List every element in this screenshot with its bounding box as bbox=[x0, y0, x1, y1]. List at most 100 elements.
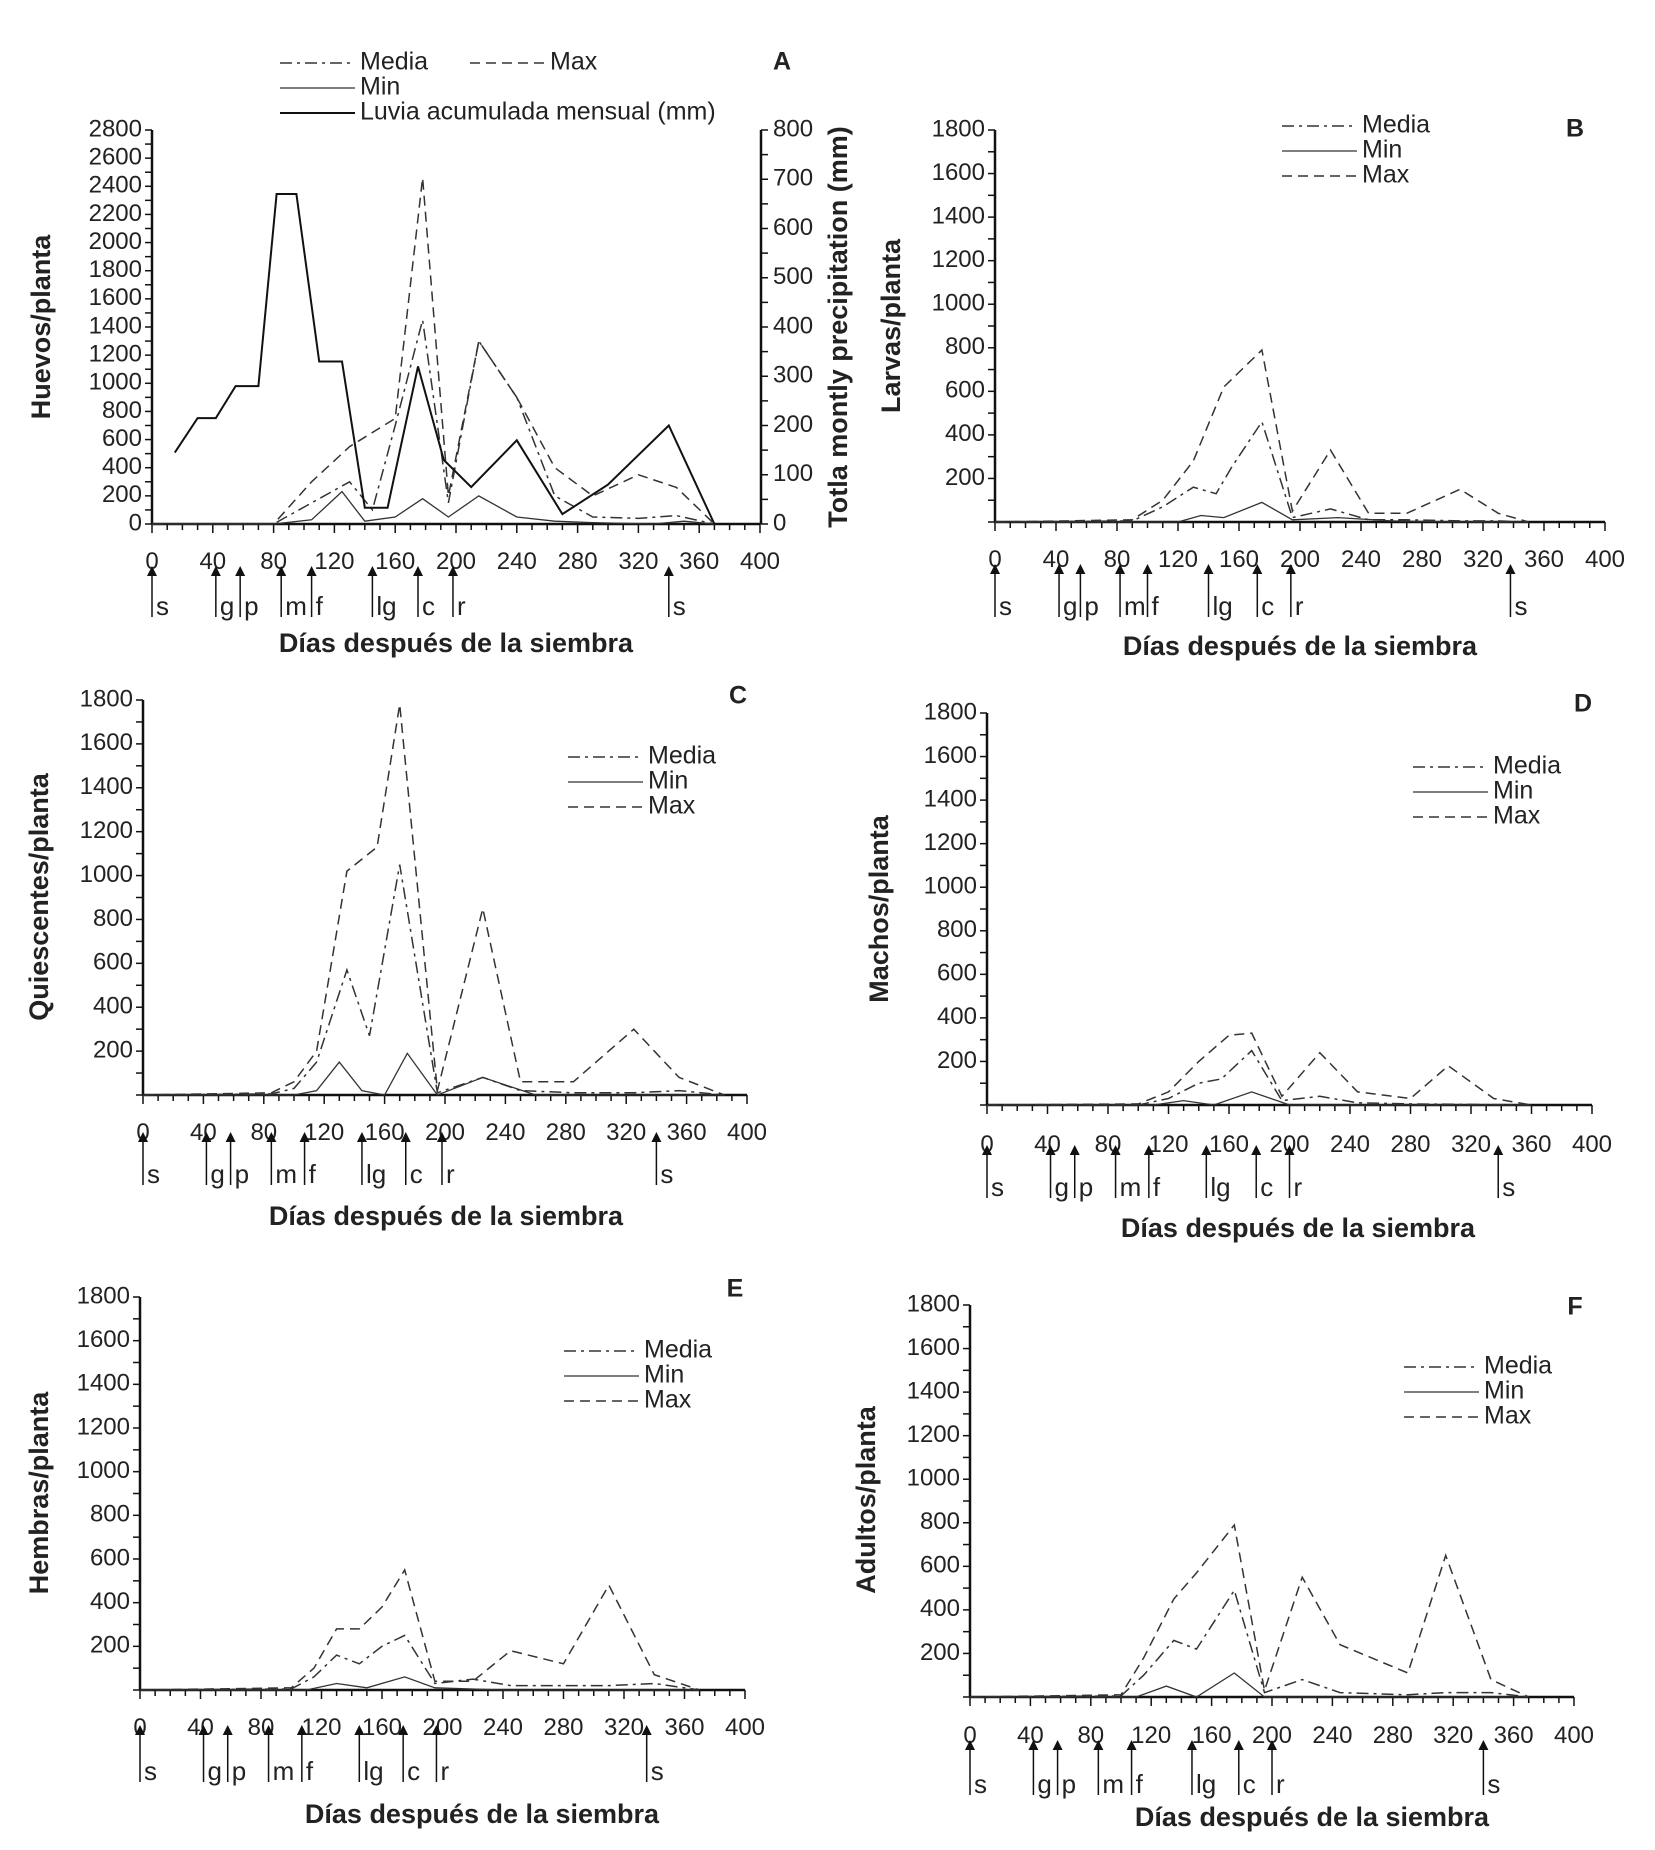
series-line-max bbox=[994, 348, 1530, 523]
y-axis-title: Machos/planta bbox=[864, 814, 894, 1003]
y-tick-label: 400 bbox=[90, 1588, 130, 1615]
stage-label: p bbox=[232, 1756, 246, 1786]
stage-arrowhead bbox=[354, 1725, 365, 1735]
y-tick-label: 200 bbox=[920, 1639, 960, 1666]
x-tick-label: 400 bbox=[725, 1714, 765, 1741]
y-tick-label: 1800 bbox=[77, 1282, 130, 1309]
stage-label: r bbox=[1295, 591, 1304, 621]
series-line-max bbox=[986, 1032, 1532, 1106]
y-tick-label: 1200 bbox=[80, 817, 133, 844]
y-tick-label: 1200 bbox=[924, 829, 977, 856]
legend-label: Min bbox=[648, 767, 688, 795]
stage-label: g bbox=[1055, 1172, 1069, 1202]
x-tick-label: 280 bbox=[546, 1119, 586, 1146]
stage-label: m bbox=[285, 591, 307, 621]
x-tick-label: 320 bbox=[1463, 546, 1503, 573]
series-line-media bbox=[969, 1588, 1529, 1698]
stage-label: p bbox=[244, 591, 258, 621]
stage-label: lg bbox=[1210, 1172, 1230, 1202]
series-line-max bbox=[139, 1568, 700, 1691]
stage-arrowhead bbox=[299, 1132, 310, 1142]
x-tick-label: 160 bbox=[1219, 546, 1259, 573]
stage-arrowhead bbox=[1252, 564, 1263, 574]
stage-label: g bbox=[1037, 1769, 1051, 1799]
x-tick-label: 240 bbox=[1312, 1722, 1352, 1749]
y-tick-label: 1000 bbox=[77, 1457, 130, 1484]
y-tick-label: 2000 bbox=[89, 228, 142, 255]
x-tick-label: 360 bbox=[667, 1119, 707, 1146]
stage-arrowhead bbox=[266, 1132, 277, 1142]
x-tick-label: 320 bbox=[604, 1714, 644, 1741]
x-tick-label: 40 bbox=[1017, 1722, 1044, 1749]
y-tick-label: 600 bbox=[102, 425, 142, 452]
y-axis-title: Larvas/planta bbox=[876, 238, 906, 413]
x-tick-label: 360 bbox=[679, 548, 719, 575]
stage-arrowhead bbox=[1267, 1740, 1277, 1750]
y-tick-label: 1200 bbox=[932, 246, 985, 273]
y-tick-label: 2800 bbox=[89, 115, 142, 142]
x-tick-label: 40 bbox=[187, 1714, 214, 1741]
legend-label: Max bbox=[550, 48, 598, 76]
stage-arrowhead bbox=[198, 1725, 209, 1735]
x-tick-label: 120 bbox=[1148, 1131, 1188, 1158]
stage-arrowhead bbox=[1478, 1740, 1489, 1750]
stage-label: g bbox=[210, 1159, 224, 1189]
legend-label: Max bbox=[644, 1386, 692, 1414]
legend-label: Media bbox=[1493, 752, 1561, 780]
panel-letter: D bbox=[1574, 690, 1592, 718]
y-tick-label: 400 bbox=[93, 993, 133, 1020]
stage-label: f bbox=[1152, 591, 1160, 621]
stage-arrowhead bbox=[447, 566, 458, 576]
x-tick-label: 320 bbox=[1451, 1131, 1491, 1158]
series-line-media bbox=[139, 1634, 700, 1691]
legend-label: Min bbox=[360, 73, 400, 101]
stage-arrowhead bbox=[651, 1132, 662, 1142]
stage-label: s bbox=[651, 1756, 664, 1786]
stage-label: lg bbox=[366, 1159, 386, 1189]
legend-label: Min bbox=[1362, 136, 1402, 164]
y-tick-label: 400 bbox=[102, 453, 142, 480]
stage-arrowhead bbox=[436, 1132, 447, 1142]
stage-label: c bbox=[1260, 1172, 1273, 1202]
x-axis-title: Días después de la siembra bbox=[305, 1799, 660, 1829]
y-tick-label: 1400 bbox=[80, 773, 133, 800]
legend-label: Max bbox=[1362, 161, 1410, 189]
stage-label: r bbox=[1294, 1172, 1303, 1202]
series-line-media bbox=[994, 420, 1529, 523]
x-tick-label: 400 bbox=[1554, 1722, 1594, 1749]
stage-arrowhead bbox=[367, 566, 378, 576]
stage-arrowhead bbox=[138, 1132, 148, 1142]
stage-label: c bbox=[422, 591, 435, 621]
panel-c: 0408012016020024028032036040020040060080… bbox=[24, 682, 767, 1232]
x-tick-label: 400 bbox=[1572, 1131, 1612, 1158]
series-line-max bbox=[152, 177, 715, 525]
stage-arrowhead bbox=[431, 1725, 442, 1735]
stage-arrowhead bbox=[1142, 564, 1153, 574]
stage-arrowhead bbox=[663, 566, 674, 576]
x-tick-label: 320 bbox=[618, 548, 658, 575]
stage-label: m bbox=[275, 1159, 297, 1189]
y-axis-title: Huevos/planta bbox=[26, 234, 56, 420]
y-tick-label: 1000 bbox=[907, 1465, 960, 1492]
stage-arrowhead bbox=[1233, 1740, 1244, 1750]
y-tick-label: 600 bbox=[920, 1552, 960, 1579]
y2-tick-label: 700 bbox=[773, 165, 813, 192]
stage-arrowhead bbox=[225, 1132, 236, 1142]
y-tick-label: 1000 bbox=[80, 861, 133, 888]
y-tick-label: 1600 bbox=[77, 1326, 130, 1353]
y-tick-label: 1200 bbox=[89, 340, 142, 367]
series-line-min bbox=[987, 1091, 1532, 1106]
series-line-min bbox=[152, 490, 715, 525]
legend-label: Min bbox=[1493, 777, 1533, 805]
y-tick-label: 400 bbox=[920, 1595, 960, 1622]
x-tick-label: 120 bbox=[304, 1119, 344, 1146]
y-tick-label: 600 bbox=[90, 1544, 130, 1571]
stage-label: g bbox=[208, 1756, 222, 1786]
stage-label: r bbox=[457, 591, 466, 621]
y-tick-label: 1400 bbox=[924, 785, 977, 812]
x-tick-label: 120 bbox=[314, 548, 354, 575]
x-tick-label: 240 bbox=[485, 1119, 525, 1146]
x-tick-label: 320 bbox=[606, 1119, 646, 1146]
x-tick-label: 0 bbox=[980, 1131, 993, 1158]
